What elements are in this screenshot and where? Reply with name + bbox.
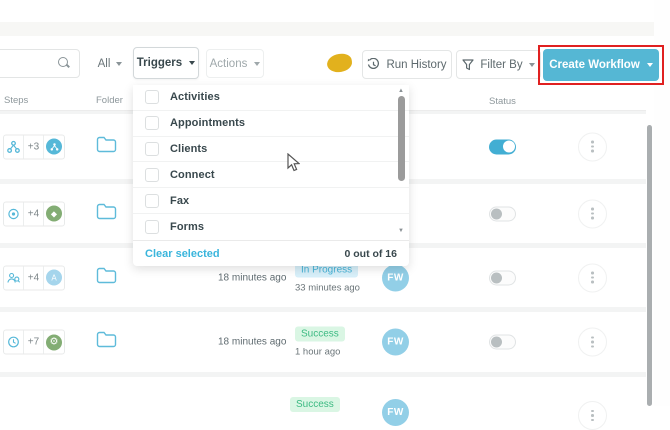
- caret-down-icon: [528, 62, 535, 67]
- kebab-icon: [591, 409, 594, 422]
- run-history-label: Run History: [386, 58, 447, 71]
- top-band: [0, 22, 654, 36]
- column-header-status: Status: [489, 96, 516, 107]
- steps-cell[interactable]: +4 A: [3, 265, 65, 290]
- create-workflow-label: Create Workflow: [549, 59, 640, 71]
- scroll-up-icon[interactable]: ▲: [398, 88, 404, 94]
- run-status-badge: Success: [290, 397, 340, 412]
- right-margin: [654, 0, 670, 406]
- checkbox[interactable]: [145, 141, 159, 156]
- dropdown-scrollbar[interactable]: [398, 96, 405, 181]
- folder-icon[interactable]: [96, 136, 117, 158]
- kebab-menu-button[interactable]: [578, 199, 607, 228]
- checkbox[interactable]: [145, 193, 159, 208]
- dropdown-item-fax[interactable]: Fax: [133, 188, 409, 214]
- kebab-menu-button[interactable]: [578, 327, 607, 357]
- workflow-branch-icon: [4, 135, 24, 158]
- folder-icon[interactable]: [96, 203, 117, 225]
- triggers-dropdown-button[interactable]: Triggers: [133, 47, 199, 79]
- triggers-dropdown-panel: Activities Appointments Clients Connect …: [133, 85, 409, 266]
- workflow-circle-icon: [44, 135, 64, 158]
- steps-more-count: +4: [24, 202, 44, 225]
- last-run-cell: In Progress 33 minutes ago: [295, 262, 360, 293]
- run-time: 33 minutes ago: [295, 282, 360, 293]
- dropdown-footer: Clear selected 0 out of 16: [133, 240, 409, 266]
- status-toggle[interactable]: [489, 270, 516, 285]
- caret-down-icon: [254, 61, 261, 66]
- avatar: FW: [382, 264, 409, 291]
- checkbox[interactable]: [145, 116, 159, 131]
- actions-label: Actions: [209, 57, 248, 70]
- steps-cell[interactable]: +7 ⚙: [3, 329, 65, 355]
- steps-cell[interactable]: +3: [3, 134, 65, 159]
- brand-blob-icon: [325, 52, 354, 74]
- column-header-steps: Steps: [4, 95, 29, 106]
- steps-more-count: +7: [24, 330, 44, 354]
- status-toggle[interactable]: [489, 139, 516, 154]
- status-toggle[interactable]: [489, 334, 516, 350]
- kebab-menu-button[interactable]: [578, 263, 607, 292]
- filter-by-button[interactable]: Filter By: [456, 50, 541, 79]
- dropdown-item-appointments[interactable]: Appointments: [133, 111, 409, 137]
- create-workflow-button[interactable]: Create Workflow: [543, 49, 659, 81]
- checkbox[interactable]: [145, 167, 159, 182]
- checkbox[interactable]: [145, 219, 159, 234]
- triggers-label: Triggers: [136, 57, 183, 69]
- filter-by-label: Filter By: [480, 58, 523, 71]
- folder-icon[interactable]: [96, 267, 117, 289]
- last-run-cell: Success 1 hour ago: [295, 326, 345, 358]
- checkbox[interactable]: [145, 90, 159, 105]
- letter-circle-icon: A: [44, 266, 64, 289]
- kebab-menu-button[interactable]: [578, 132, 607, 161]
- dropdown-item-clients[interactable]: Clients: [133, 137, 409, 163]
- kebab-icon: [591, 207, 594, 220]
- table-row: +7 ⚙ 18 minutes ago Success 1 hour ago F…: [0, 312, 646, 372]
- steps-more-count: +4: [24, 266, 44, 289]
- mouse-cursor-icon: [287, 152, 301, 177]
- dropdown-item-activities[interactable]: Activities: [133, 85, 409, 111]
- avatar: FW: [382, 328, 409, 356]
- last-edited-time: 18 minutes ago: [218, 272, 287, 283]
- person-search-icon: [4, 266, 24, 289]
- funnel-icon: [462, 58, 475, 71]
- avatar: FW: [382, 399, 409, 426]
- actions-dropdown-button[interactable]: Actions: [206, 49, 264, 78]
- steps-cell[interactable]: +4 ◆: [3, 201, 65, 226]
- selected-count: 0 out of 16: [344, 247, 397, 260]
- kebab-icon: [591, 336, 594, 348]
- search-icon: [58, 57, 71, 70]
- history-clock-icon: [367, 58, 380, 71]
- page-scrollbar[interactable]: [647, 125, 652, 406]
- clear-selected-link[interactable]: Clear selected: [145, 247, 220, 260]
- folder-icon[interactable]: [96, 331, 117, 353]
- run-time: 1 hour ago: [295, 346, 341, 358]
- status-toggle[interactable]: [489, 206, 516, 221]
- scroll-down-icon[interactable]: ▼: [398, 228, 404, 234]
- run-history-button[interactable]: Run History: [362, 50, 452, 79]
- gear-circle-icon: ⚙: [44, 331, 64, 354]
- target-icon: [4, 202, 24, 225]
- kebab-icon: [591, 271, 594, 284]
- caret-down-icon: [189, 61, 196, 65]
- all-filter-label: All: [97, 57, 111, 70]
- diamond-circle-icon: ◆: [44, 202, 64, 225]
- last-run-cell: Success: [290, 397, 340, 412]
- clock-icon: [4, 330, 24, 354]
- red-highlight-annotation: [538, 45, 664, 85]
- table-row: Success FW: [0, 377, 646, 430]
- all-filter-dropdown[interactable]: All: [88, 49, 132, 78]
- kebab-menu-button[interactable]: [578, 401, 607, 430]
- run-status-badge: Success: [295, 326, 345, 342]
- dropdown-item-connect[interactable]: Connect: [133, 162, 409, 189]
- kebab-icon: [591, 140, 594, 153]
- caret-down-icon: [116, 61, 123, 66]
- column-header-folder: Folder: [96, 95, 123, 106]
- caret-down-icon: [646, 63, 653, 67]
- steps-more-count: +3: [24, 135, 44, 158]
- last-edited-time: 18 minutes ago: [218, 336, 287, 348]
- dropdown-item-forms[interactable]: Forms: [133, 214, 409, 240]
- search-input[interactable]: [0, 49, 80, 78]
